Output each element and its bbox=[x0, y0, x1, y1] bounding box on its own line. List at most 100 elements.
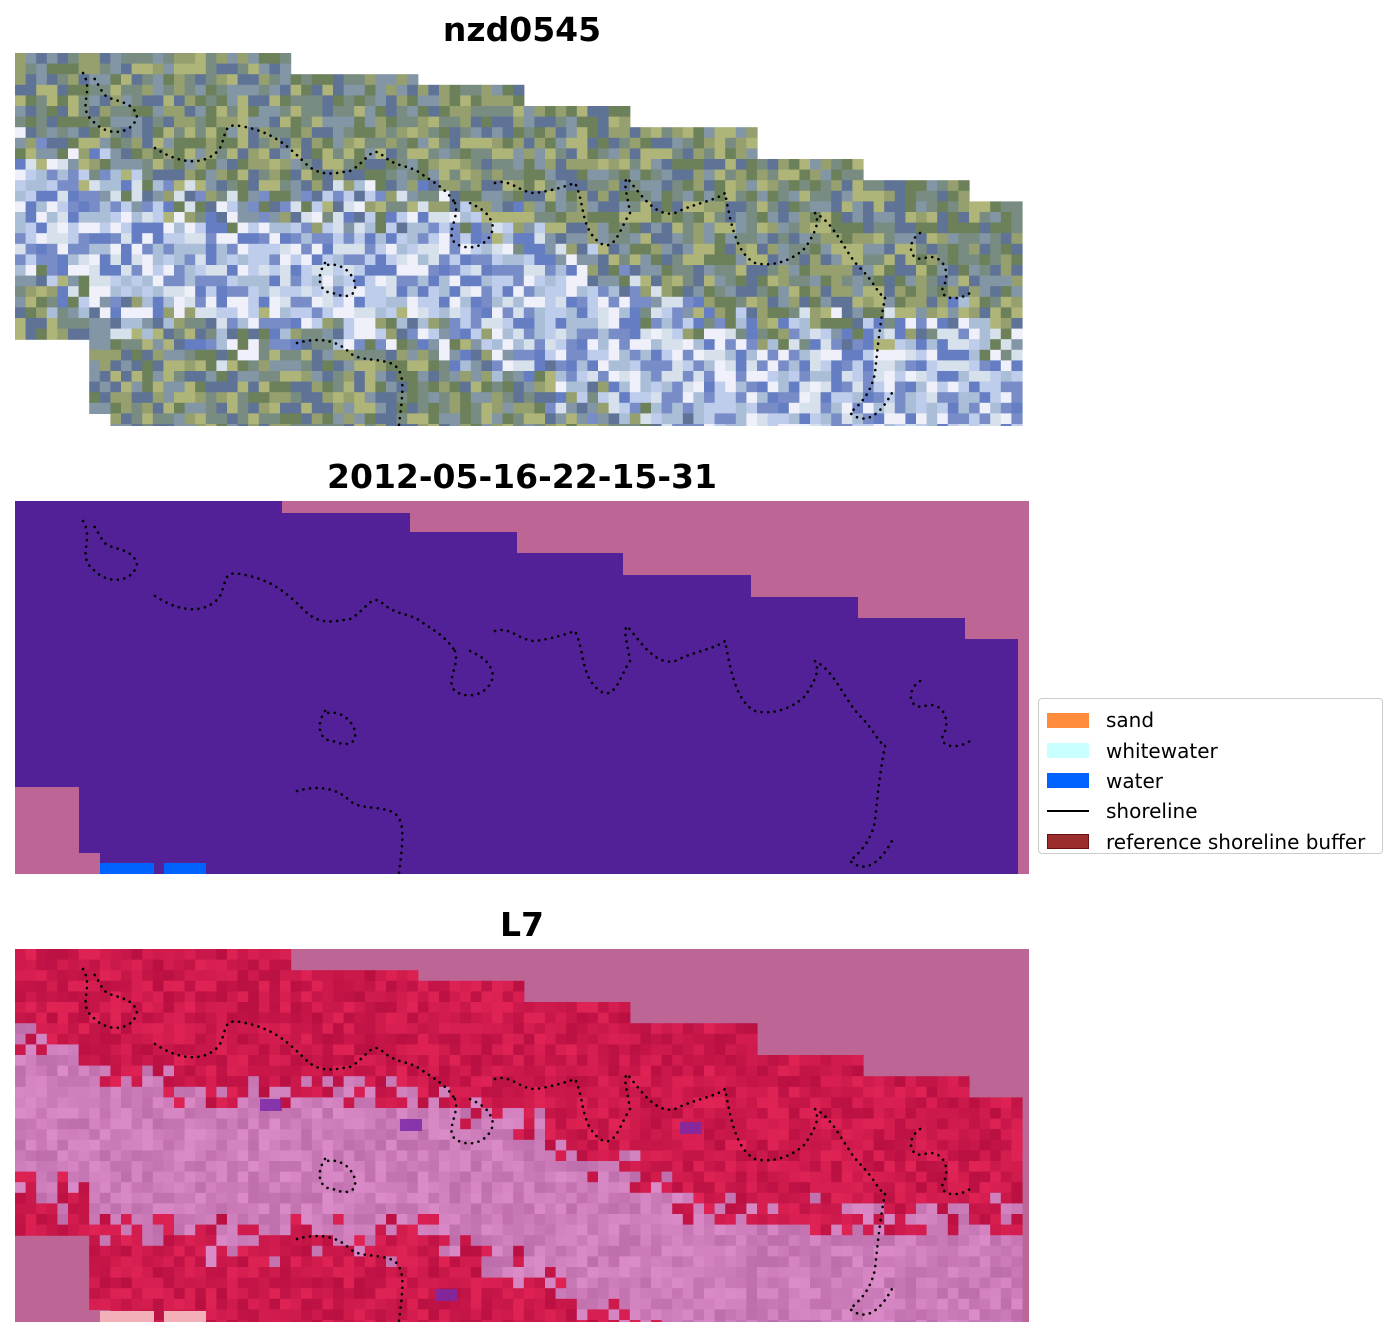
image-pixel bbox=[280, 169, 292, 181]
image-pixel bbox=[386, 137, 398, 149]
image-pixel bbox=[481, 1044, 493, 1056]
image-pixel bbox=[68, 1182, 80, 1194]
image-pixel bbox=[460, 265, 472, 277]
image-pixel bbox=[428, 1086, 440, 1098]
image-pixel bbox=[99, 1033, 111, 1045]
image-pixel bbox=[788, 1192, 800, 1204]
image-pixel bbox=[502, 1161, 514, 1173]
image-pixel bbox=[725, 413, 737, 425]
image-pixel bbox=[566, 212, 578, 224]
image-pixel bbox=[640, 1214, 652, 1226]
image-pixel bbox=[15, 212, 27, 224]
image-pixel bbox=[152, 1076, 164, 1088]
image-pixel bbox=[947, 222, 959, 234]
image-pixel bbox=[788, 1076, 800, 1088]
image-pixel bbox=[576, 1002, 588, 1014]
image-pixel bbox=[99, 1214, 111, 1226]
image-pixel bbox=[746, 159, 758, 171]
image-pixel bbox=[735, 127, 747, 139]
image-pixel bbox=[598, 212, 610, 224]
image-pixel bbox=[651, 381, 663, 393]
image-pixel bbox=[587, 1161, 599, 1173]
image-pixel bbox=[492, 265, 504, 277]
image-pixel bbox=[184, 1129, 196, 1141]
image-pixel bbox=[301, 1012, 313, 1024]
image-pixel bbox=[290, 254, 302, 266]
image-pixel bbox=[757, 381, 769, 393]
image-pixel bbox=[439, 1161, 451, 1173]
image-pixel bbox=[439, 265, 451, 277]
image-pixel bbox=[449, 402, 461, 414]
image-pixel bbox=[979, 1203, 991, 1215]
image-pixel bbox=[78, 296, 90, 308]
image-pixel bbox=[566, 1086, 578, 1098]
image-pixel bbox=[89, 1033, 101, 1045]
image-pixel bbox=[735, 307, 747, 319]
image-pixel bbox=[502, 190, 514, 202]
image-pixel bbox=[354, 1214, 366, 1226]
image-pixel bbox=[576, 201, 588, 213]
image-pixel bbox=[608, 1214, 620, 1226]
image-pixel bbox=[778, 180, 790, 192]
image-pixel bbox=[757, 1182, 769, 1194]
image-pixel bbox=[396, 190, 408, 202]
image-pixel bbox=[979, 1129, 991, 1141]
image-pixel bbox=[587, 137, 599, 149]
image-pixel bbox=[386, 1171, 398, 1183]
image-pixel bbox=[121, 169, 133, 181]
image-pixel bbox=[990, 349, 1002, 361]
image-pixel bbox=[767, 1214, 779, 1226]
image-pixel bbox=[937, 1108, 949, 1120]
image-pixel bbox=[629, 339, 641, 351]
image-pixel bbox=[248, 1012, 260, 1024]
image-pixel bbox=[131, 1150, 143, 1162]
image-pixel bbox=[629, 1139, 641, 1151]
image-pixel bbox=[757, 1129, 769, 1141]
image-pixel bbox=[640, 169, 652, 181]
image-pixel bbox=[810, 159, 822, 171]
image-pixel bbox=[661, 190, 673, 202]
image-pixel bbox=[714, 381, 726, 393]
image-pixel bbox=[492, 201, 504, 213]
image-pixel bbox=[280, 1023, 292, 1035]
image-pixel bbox=[407, 233, 419, 245]
image-pixel bbox=[57, 328, 69, 340]
image-pixel bbox=[672, 222, 684, 234]
image-pixel bbox=[661, 286, 673, 298]
image-pixel bbox=[216, 392, 228, 404]
image-pixel bbox=[905, 275, 917, 287]
image-pixel bbox=[195, 63, 207, 75]
image-pixel bbox=[778, 1065, 790, 1077]
image-pixel bbox=[417, 296, 429, 308]
image-pixel bbox=[587, 349, 599, 361]
image-pixel bbox=[343, 106, 355, 118]
image-pixel bbox=[322, 1086, 334, 1098]
image-pixel bbox=[629, 148, 641, 160]
image-pixel bbox=[576, 159, 588, 171]
image-pixel bbox=[78, 106, 90, 118]
image-pixel bbox=[587, 169, 599, 181]
image-pixel bbox=[513, 392, 525, 404]
image-pixel bbox=[174, 1086, 186, 1098]
image-pixel bbox=[36, 307, 48, 319]
image-pixel bbox=[704, 1097, 716, 1109]
image-pixel bbox=[831, 381, 843, 393]
image-pixel bbox=[672, 296, 684, 308]
image-pixel bbox=[364, 84, 376, 96]
image-pixel bbox=[523, 413, 535, 425]
image-pixel bbox=[576, 371, 588, 383]
image-pixel bbox=[333, 1076, 345, 1088]
image-pixel bbox=[894, 413, 906, 425]
image-pixel bbox=[492, 307, 504, 319]
image-pixel bbox=[343, 212, 355, 224]
image-pixel bbox=[735, 1129, 747, 1141]
image-pixel bbox=[152, 1171, 164, 1183]
image-pixel bbox=[375, 1086, 387, 1098]
image-pixel bbox=[884, 1097, 896, 1109]
image-pixel bbox=[354, 339, 366, 351]
image-pixel bbox=[534, 127, 546, 139]
image-pixel bbox=[364, 1129, 376, 1141]
image-pixel bbox=[873, 286, 885, 298]
image-pixel bbox=[937, 307, 949, 319]
image-pixel bbox=[926, 1076, 938, 1088]
